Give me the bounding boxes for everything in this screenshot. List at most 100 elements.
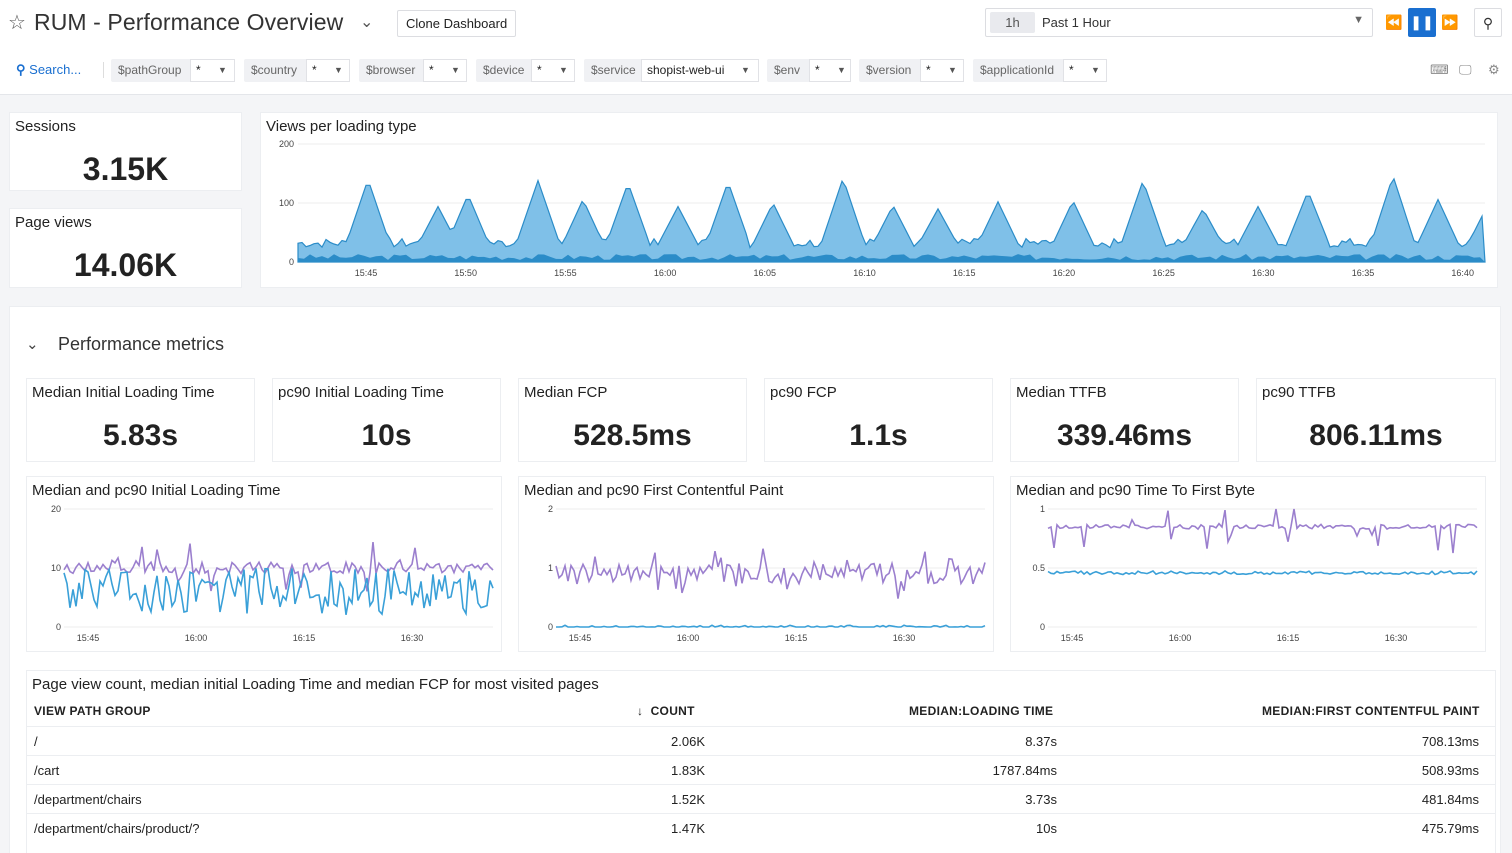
table-cell: 1787.84ms [992, 763, 1057, 778]
template-var-caret-icon: ▼ [451, 65, 460, 75]
template-var-value: * [1069, 63, 1074, 77]
template-var-caret-icon: ▼ [334, 65, 343, 75]
rewind-icon[interactable]: ⏪ [1385, 14, 1403, 30]
views-per-loading-type-widget: Views per loading type 200 100 0 15:45 15:50… [260, 112, 1498, 288]
template-var-caret-icon: ▼ [218, 65, 227, 75]
template-var-name: $env [774, 63, 801, 77]
table-cell: 8.37s [1025, 734, 1057, 749]
template-var-value-box[interactable] [920, 59, 964, 82]
table-title: Page view count, median initial Loading … [32, 676, 599, 693]
views-area-series [297, 177, 1486, 263]
metric-widget-2: Median FCP 528.5ms [518, 378, 747, 462]
table-cell: 2.06K [671, 734, 705, 749]
metric-value: 5.83s [102, 419, 179, 452]
pc90-series-line [63, 542, 494, 592]
table-cell: 708.13ms [1421, 734, 1479, 749]
table-row[interactable]: / 2.06K 8.37s 708.13ms [27, 726, 1495, 755]
line-chart-title: Median and pc90 Time To First Byte [1016, 482, 1256, 499]
template-var-value-box[interactable] [641, 59, 759, 82]
table-row[interactable]: /department/chairs/product/? 1.47K 10s 475.… [27, 813, 1495, 842]
time-range-selector[interactable]: 1h Past 1 Hour ▼ [985, 8, 1373, 37]
table-cell: / [34, 734, 38, 749]
line-chart-0[interactable]: 20 10 0 15:45 16:00 16:15 16:30 [27, 477, 503, 653]
keyboard-icon[interactable]: ⌨ [1430, 62, 1449, 77]
x-tick-label: 16:15 [293, 633, 316, 643]
median-series-line [1047, 570, 1478, 576]
template-var-value-box[interactable] [190, 59, 235, 82]
template-var-value: * [537, 63, 542, 77]
template-var-value-box[interactable] [531, 59, 575, 82]
template-var-applicationid[interactable]: $applicationId * ▼ [973, 59, 1107, 82]
template-var-device[interactable]: $device * ▼ [476, 59, 575, 82]
x-tick-label: 15:50 [454, 268, 477, 278]
x-tick-label: 16:00 [654, 268, 677, 278]
template-var-caret-icon: ▼ [559, 65, 568, 75]
views-area-chart[interactable]: 200 100 0 15:45 15:50 15:55 16:00 16:05 16:10 16:… [261, 113, 1499, 289]
line-chart-1[interactable]: 2 1 0 15:45 16:00 16:15 16:30 [519, 477, 995, 653]
column-header-count[interactable]: ↓ COUNT [637, 704, 695, 718]
column-header-loading-time[interactable]: MEDIAN:LOADING TIME [909, 704, 1054, 718]
y-tick-label: 1 [1040, 504, 1045, 514]
metric-value: 528.5ms [573, 419, 692, 452]
favorite-star-icon[interactable]: ☆ [8, 12, 26, 34]
template-var-value-box[interactable] [809, 59, 851, 82]
table-row[interactable]: /cart 1.83K 1787.84ms 508.93ms [27, 755, 1495, 784]
performance-section-title: Performance metrics [58, 334, 225, 354]
template-var-value-box[interactable] [423, 59, 467, 82]
title-chevron-down-icon[interactable]: ⌄ [360, 14, 374, 31]
x-tick-label: 16:25 [1152, 268, 1175, 278]
line-chart-2[interactable]: 1 0.5 0 15:45 16:00 16:15 16:30 [1011, 477, 1487, 653]
table-cell: 10s [1036, 821, 1057, 836]
sessions-label: Sessions [15, 118, 76, 135]
clone-dashboard-button[interactable]: Clone Dashboard [397, 10, 517, 37]
time-range-label: Past 1 Hour [1042, 15, 1111, 30]
fast-forward-icon[interactable]: ⏩ [1441, 14, 1459, 30]
metric-widget-3: pc90 FCP 1.1s [764, 378, 993, 462]
pause-icon[interactable]: ❚❚ [1408, 8, 1436, 37]
column-header-fcp[interactable]: MEDIAN:FIRST CONTENTFUL PAINT [1262, 704, 1480, 718]
table-cell: 475.79ms [1421, 821, 1479, 836]
metric-label: pc90 FCP [770, 384, 837, 401]
column-header-count-label: COUNT [650, 704, 695, 718]
metric-widget-1: pc90 Initial Loading Time 10s [272, 378, 501, 462]
table-cell: /department/chairs/product/? [34, 821, 200, 836]
collapse-chevron-icon[interactable]: ⌄ [26, 336, 39, 353]
template-var-caret-icon: ▼ [741, 65, 750, 75]
metric-label: pc90 Initial Loading Time [278, 384, 444, 401]
template-var-country[interactable]: $country * ▼ [244, 59, 350, 82]
x-tick-label: 16:15 [1277, 633, 1300, 643]
pc90-series-line [1047, 508, 1478, 554]
template-var-name: $version [866, 63, 912, 77]
time-range-chip: 1h [990, 12, 1035, 33]
template-var-name: $browser [366, 63, 416, 77]
metric-label: Median Initial Loading Time [32, 384, 215, 401]
template-var-value-box[interactable] [1063, 59, 1107, 82]
table-cell: 1.83K [671, 763, 705, 778]
settings-gear-icon[interactable]: ⚙ [1488, 62, 1500, 77]
template-var-env[interactable]: $env * ▼ [767, 59, 851, 82]
template-var-pathgroup[interactable]: $pathGroup * ▼ [111, 59, 235, 82]
y-tick-label: 200 [279, 139, 294, 149]
template-var-caret-icon: ▼ [837, 65, 846, 75]
tv-mode-icon[interactable]: 🖵 [1459, 62, 1472, 77]
template-var-browser[interactable]: $browser * ▼ [359, 59, 467, 82]
x-tick-label: 16:05 [754, 268, 777, 278]
x-tick-label: 15:45 [355, 268, 378, 278]
template-var-value-box[interactable] [306, 59, 350, 82]
x-tick-label: 15:45 [1061, 633, 1084, 643]
template-var-name: $applicationId [980, 63, 1055, 77]
views-area-series-secondary [298, 254, 1485, 262]
sessions-value: 3.15K [82, 151, 169, 187]
x-tick-label: 15:55 [554, 268, 577, 278]
template-var-service[interactable]: $service shopist-web-ui ▼ [584, 59, 759, 82]
y-tick-label: 10 [51, 563, 61, 573]
column-header-path[interactable]: VIEW PATH GROUP [34, 704, 151, 718]
zoom-search-icon[interactable]: ⚲ [1474, 8, 1502, 37]
search-link[interactable]: ⚲ Search... [16, 62, 81, 78]
search-label: Search... [29, 62, 82, 77]
line-chart-widget-2: Median and pc90 Time To First Byte 1 0.5 0 1… [1010, 476, 1486, 652]
line-chart-widget-0: Median and pc90 Initial Loading Time 20 10… [26, 476, 502, 652]
template-var-version[interactable]: $version * ▼ [859, 59, 964, 82]
line-chart-title: Median and pc90 Initial Loading Time [32, 482, 281, 499]
table-row[interactable]: /department/chairs 1.52K 3.73s 481.84ms [27, 784, 1495, 813]
